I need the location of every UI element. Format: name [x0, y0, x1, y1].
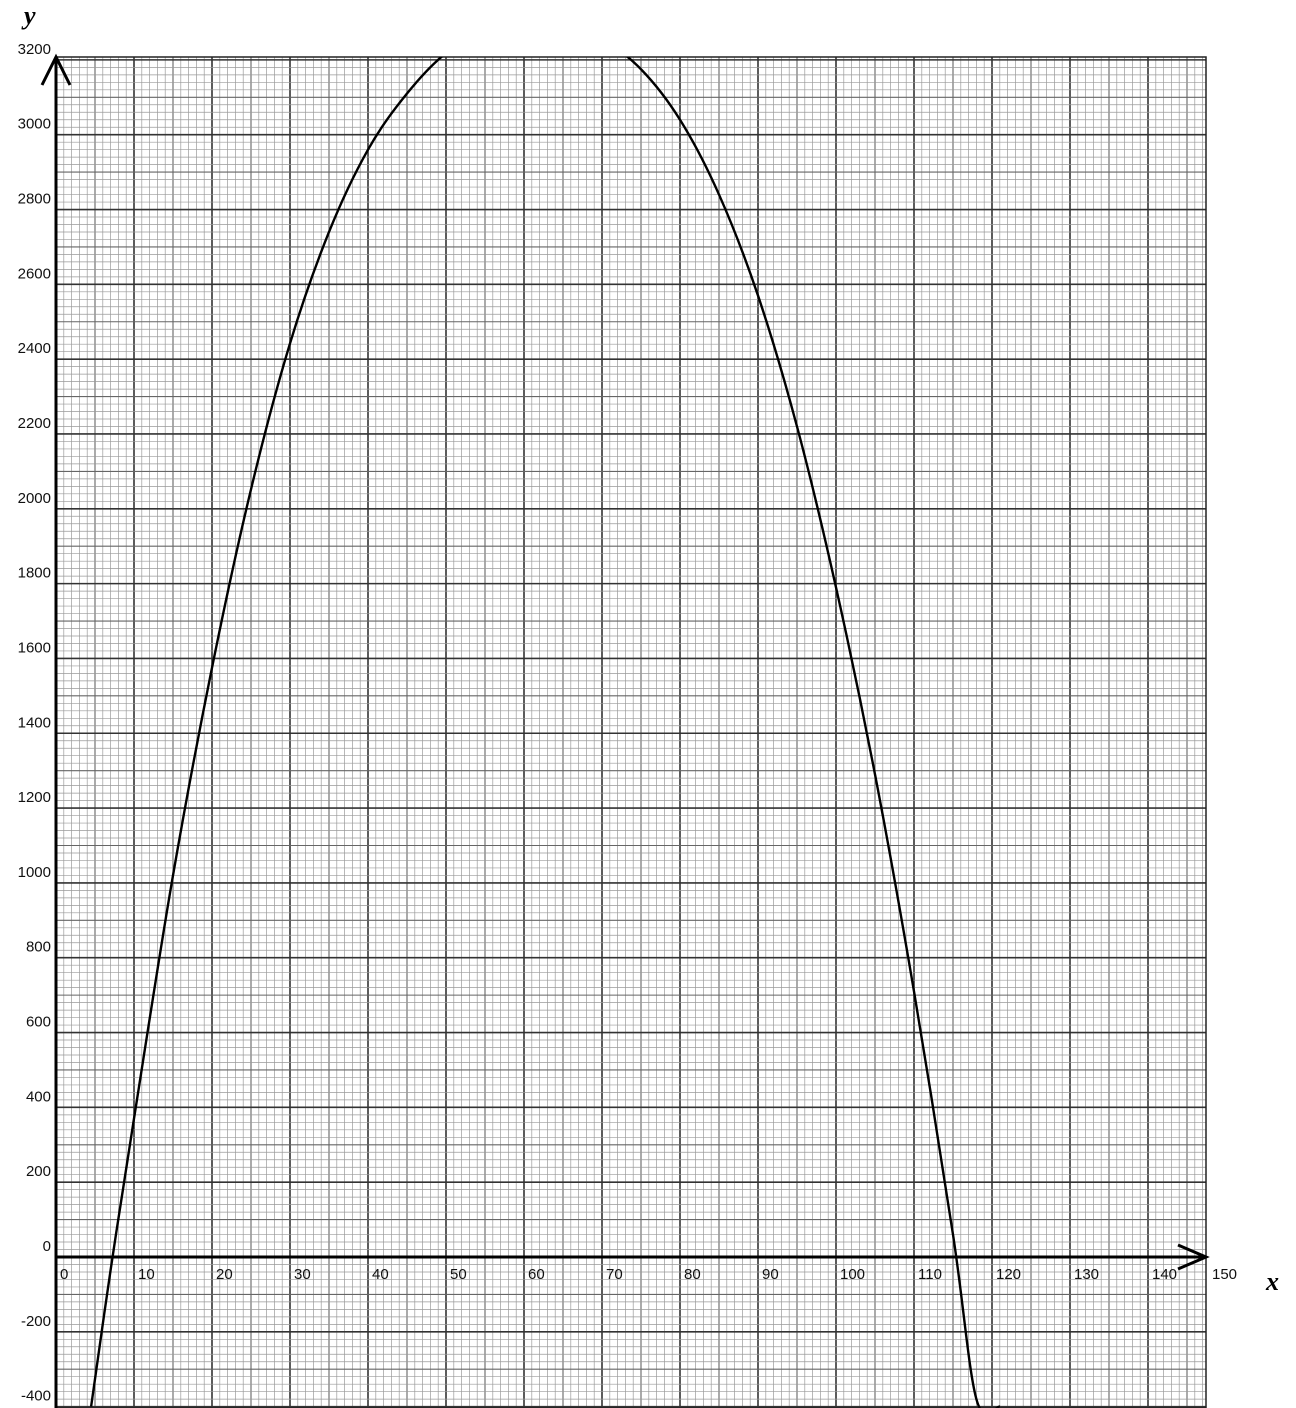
x-tick-label: 100 — [840, 1266, 865, 1283]
y-tick-label: 3200 — [18, 41, 51, 58]
grid — [55, 56, 1207, 1408]
y-tick-label: 1400 — [18, 714, 51, 731]
x-tick-label: 0 — [60, 1266, 68, 1283]
curve-layer — [89, 57, 1001, 1408]
x-tick-label: 150 — [1212, 1266, 1237, 1283]
y-tick-label: 1800 — [18, 565, 51, 582]
y-tick-label: 0 — [43, 1238, 51, 1255]
x-tick-label: 140 — [1152, 1266, 1177, 1283]
y-tick-label: 2200 — [18, 415, 51, 432]
x-tick-label: 90 — [762, 1266, 779, 1283]
y-tick-label: 400 — [26, 1088, 51, 1105]
x-tick-label: 10 — [138, 1266, 155, 1283]
y-tick-label: -400 — [21, 1388, 51, 1405]
x-tick-label: 30 — [294, 1266, 311, 1283]
x-tick-label: 50 — [450, 1266, 467, 1283]
x-tick-label: 20 — [216, 1266, 233, 1283]
x-tick-label: 60 — [528, 1266, 545, 1283]
y-tick-label: 1200 — [18, 789, 51, 806]
y-tick-label: 200 — [26, 1163, 51, 1180]
axes — [40, 53, 1210, 1408]
y-tick-label: -200 — [21, 1313, 51, 1330]
x-tick-label: 80 — [684, 1266, 701, 1283]
x-tick-label: 130 — [1074, 1266, 1099, 1283]
y-tick-label: 2000 — [18, 490, 51, 507]
x-tick-label: 110 — [918, 1266, 942, 1283]
y-tick-label: 1000 — [18, 864, 51, 881]
x-tick-label: 40 — [372, 1266, 389, 1283]
y-tick-label: 2600 — [18, 265, 51, 282]
tick-labels: 0 10 20 30 40 50 60 70 80 90 100 110 120 130 140 150 -40… — [18, 41, 1237, 1405]
curve-line — [89, 57, 1001, 1408]
x-axis-arrow — [1177, 1243, 1210, 1271]
y-tick-label: 600 — [26, 1014, 51, 1031]
x-axis-label: x — [1265, 1267, 1279, 1296]
x-tick-label: 70 — [606, 1266, 623, 1283]
y-tick-label: 800 — [26, 939, 51, 956]
y-tick-label: 2800 — [18, 191, 51, 208]
y-axis-arrow — [40, 53, 72, 86]
y-tick-label: 2400 — [18, 340, 51, 357]
y-tick-label: 3000 — [18, 116, 51, 133]
y-tick-label: 1600 — [18, 639, 51, 656]
x-tick-label: 120 — [996, 1266, 1021, 1283]
y-axis-label: y — [21, 1, 36, 30]
